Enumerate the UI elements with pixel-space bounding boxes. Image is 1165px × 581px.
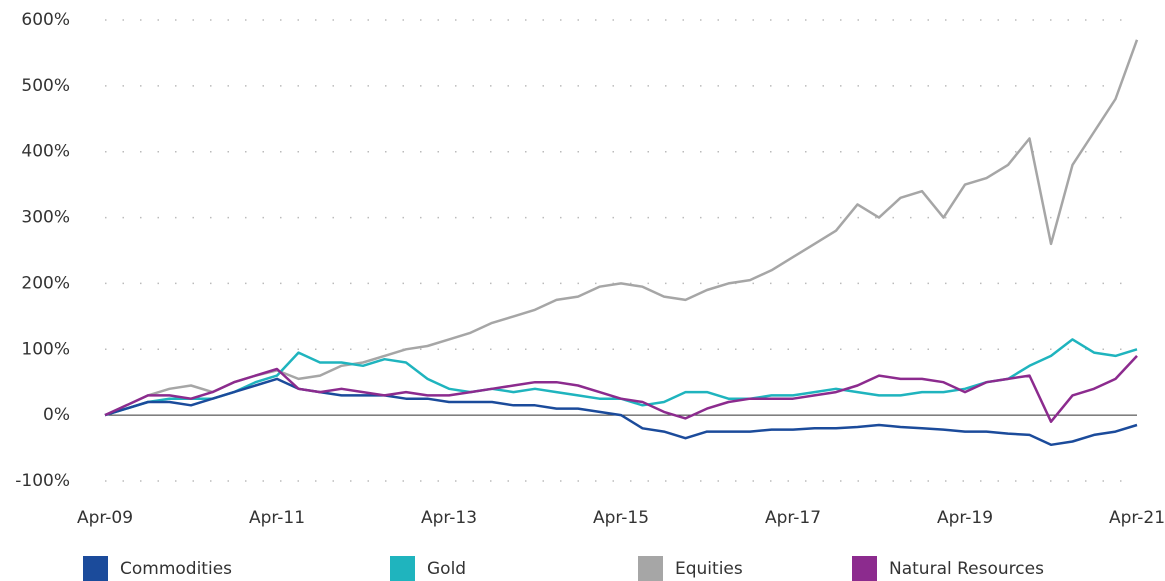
y-tick-label: 400% — [21, 142, 70, 162]
legend-swatch — [638, 556, 663, 581]
legend-label: Equities — [675, 559, 743, 579]
series-line — [104, 39, 1139, 417]
x-tick-label: Apr-09 — [77, 508, 133, 528]
x-tick-label: Apr-13 — [421, 508, 477, 528]
y-tick-label: -100% — [15, 471, 70, 491]
x-tick-label: Apr-15 — [593, 508, 649, 528]
y-tick-label: 300% — [21, 208, 70, 228]
y-tick-label: 0% — [43, 405, 70, 425]
x-tick-label: Apr-21 — [1109, 508, 1165, 528]
legend-swatch — [852, 556, 877, 581]
series-line — [104, 338, 1138, 417]
legend-label: Natural Resources — [889, 559, 1044, 579]
legend-swatch — [390, 556, 415, 581]
legend-swatch — [83, 556, 108, 581]
series-line — [104, 377, 1138, 447]
x-tick-label: Apr-17 — [765, 508, 821, 528]
y-tick-label: 500% — [21, 76, 70, 96]
legend-label: Commodities — [120, 559, 232, 579]
series-line — [104, 355, 1138, 423]
x-tick-label: Apr-11 — [249, 508, 305, 528]
y-tick-label: 100% — [21, 339, 70, 359]
legend-label: Gold — [427, 559, 466, 579]
x-tick-label: Apr-19 — [937, 508, 993, 528]
y-tick-label: 600% — [21, 10, 70, 30]
y-tick-label: 200% — [21, 273, 70, 293]
